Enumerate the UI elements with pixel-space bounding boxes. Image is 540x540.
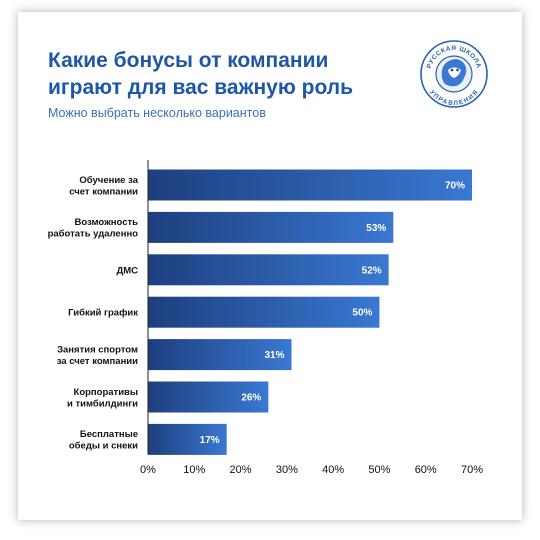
bars-group: 70% 53% 52% 50% 31% 26% 17% xyxy=(148,169,472,455)
category-label: Возможность работать удаленно xyxy=(48,217,139,240)
bar xyxy=(148,254,389,286)
category-label-line: Бесплатные xyxy=(80,429,138,440)
chart-title: Какие бонусы от компании играют для вас … xyxy=(48,49,353,99)
bar-value-label: 70% xyxy=(445,181,465,192)
category-label: Корпоративы и тимбилдинги xyxy=(67,387,138,410)
school-logo-emblem-icon: РУССКАЯ ШКОЛА УПРАВЛЕНИЯ xyxy=(420,40,488,108)
bar xyxy=(148,169,472,201)
x-tick-label: 70% xyxy=(461,464,483,476)
category-label: Бесплатные обеды и снеки xyxy=(69,429,138,452)
bar-value-label: 17% xyxy=(200,435,220,446)
x-tick-label: 50% xyxy=(368,464,390,476)
bar xyxy=(148,381,269,413)
x-tick-label: 40% xyxy=(322,464,344,476)
category-label: Обучение за счет компании xyxy=(69,175,138,198)
category-label-line: счет компании xyxy=(69,186,138,197)
category-label-line: обеды и снеки xyxy=(69,441,138,452)
bar-value-label: 26% xyxy=(241,393,261,404)
x-tick-label: 30% xyxy=(276,464,298,476)
bar xyxy=(148,423,227,455)
category-label: Гибкий график xyxy=(68,308,138,319)
category-label-line: Возможность xyxy=(74,217,138,228)
category-labels-group: Обучение за счет компании Возможность работ… xyxy=(48,175,139,452)
x-tick-label: 10% xyxy=(183,464,205,476)
category-label-line: ДМС xyxy=(116,265,138,276)
bar xyxy=(148,211,394,243)
bar xyxy=(148,296,380,328)
bar xyxy=(148,339,292,371)
category-label: ДМС xyxy=(116,265,138,276)
x-tick-label: 60% xyxy=(415,464,437,476)
bar-value-label: 31% xyxy=(264,350,284,361)
school-logo: РУССКАЯ ШКОЛА УПРАВЛЕНИЯ xyxy=(418,38,490,110)
category-label-line: Корпоративы xyxy=(74,387,138,398)
category-label-line: за счет компании xyxy=(57,356,138,367)
category-label-line: Занятия спортом xyxy=(57,344,138,355)
category-label-line: Гибкий график xyxy=(68,308,138,319)
x-tick-label: 0% xyxy=(140,464,156,476)
x-tick-label: 20% xyxy=(230,464,252,476)
bar-value-label: 50% xyxy=(352,308,372,319)
category-label-line: Обучение за xyxy=(79,175,138,186)
category-label-line: и тимбилдинги xyxy=(67,398,138,409)
bar-value-label: 53% xyxy=(366,223,386,234)
category-label-line: работать удаленно xyxy=(48,229,139,240)
chart-subtitle: Можно выбрать несколько вариантов xyxy=(48,106,266,120)
bar-value-label: 52% xyxy=(362,265,382,276)
x-axis-group: 0% 10% 20% 30% 40% 50% 60% 70% xyxy=(140,160,483,476)
category-label: Занятия спортом за счет компании xyxy=(57,344,138,367)
